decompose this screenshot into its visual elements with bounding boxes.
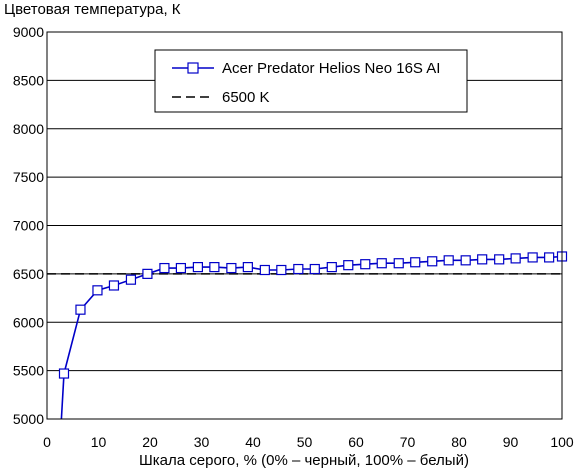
data-point-marker bbox=[443, 255, 454, 266]
y-tick-label: 9000 bbox=[13, 24, 44, 40]
x-tick-label: 90 bbox=[503, 434, 519, 450]
legend-series-label: Acer Predator Helios Neo 16S AI bbox=[222, 60, 440, 77]
data-point-marker bbox=[309, 263, 320, 275]
x-tick-label: 10 bbox=[91, 434, 107, 450]
x-tick-labels: 0 10 20 30 40 50 60 70 80 90 100 bbox=[43, 434, 574, 450]
data-point-marker bbox=[410, 257, 421, 268]
x-tick-label: 60 bbox=[348, 434, 364, 450]
y-tick-label: 8000 bbox=[13, 121, 44, 137]
y-tick-label: 7500 bbox=[13, 169, 44, 185]
legend-reference-label: 6500 K bbox=[222, 89, 270, 106]
data-point-marker bbox=[510, 253, 521, 264]
data-point-marker bbox=[360, 259, 371, 270]
series-line bbox=[60, 255, 563, 420]
x-tick-label: 80 bbox=[451, 434, 467, 450]
data-point-marker bbox=[276, 264, 287, 276]
y-tick-labels: 5000 5500 6000 6500 7000 7500 8000 8500 9000 bbox=[13, 24, 44, 427]
legend: Acer Predator Helios Neo 16S AI 6500 K bbox=[154, 49, 468, 113]
data-point-marker bbox=[175, 262, 186, 274]
data-point-marker bbox=[259, 264, 270, 276]
y-tick-label: 6500 bbox=[13, 266, 44, 282]
data-point-marker bbox=[494, 254, 505, 265]
data-point-marker bbox=[343, 260, 354, 271]
y-tick-label: 6000 bbox=[13, 314, 44, 330]
data-point-marker bbox=[209, 262, 220, 273]
data-point-marker bbox=[460, 255, 471, 266]
y-tick-label: 7000 bbox=[13, 218, 44, 234]
data-point-marker bbox=[75, 304, 86, 315]
data-point-marker bbox=[108, 280, 120, 291]
x-tick-label: 50 bbox=[297, 434, 313, 450]
data-point-marker bbox=[477, 254, 488, 265]
series-acer-predator bbox=[58, 251, 568, 420]
y-tick-label: 8500 bbox=[13, 72, 44, 88]
data-point-marker bbox=[293, 263, 304, 275]
data-point-marker bbox=[159, 262, 170, 274]
data-point-marker bbox=[92, 285, 103, 296]
data-point-marker bbox=[527, 252, 538, 263]
data-point-marker bbox=[142, 268, 153, 279]
legend-series-swatch-marker bbox=[187, 62, 199, 74]
y-tick-label: 5500 bbox=[13, 363, 44, 379]
x-tick-label: 20 bbox=[142, 434, 158, 450]
data-point-marker bbox=[376, 258, 387, 269]
data-point-marker bbox=[242, 262, 253, 273]
data-point-marker bbox=[192, 262, 203, 273]
data-point-marker bbox=[125, 274, 137, 285]
x-tick-label: 30 bbox=[194, 434, 210, 450]
x-tick-label: 100 bbox=[550, 434, 574, 450]
y-tick-label: 5000 bbox=[13, 411, 44, 427]
data-point-marker bbox=[393, 258, 404, 269]
data-point-marker bbox=[427, 256, 438, 267]
data-point-marker bbox=[226, 262, 237, 274]
x-axis-title: Шкала серого, % (0% – черный, 100% – бел… bbox=[139, 452, 469, 469]
y-axis-title: Цветовая температура, К bbox=[4, 1, 181, 18]
plot-frame bbox=[46, 31, 563, 420]
x-tick-label: 0 bbox=[43, 434, 51, 450]
x-tick-label: 70 bbox=[400, 434, 416, 450]
data-point-marker bbox=[544, 252, 555, 263]
data-point-marker bbox=[326, 262, 337, 273]
data-point-marker bbox=[58, 368, 70, 379]
x-tick-label: 40 bbox=[245, 434, 261, 450]
legend-box bbox=[154, 49, 468, 113]
